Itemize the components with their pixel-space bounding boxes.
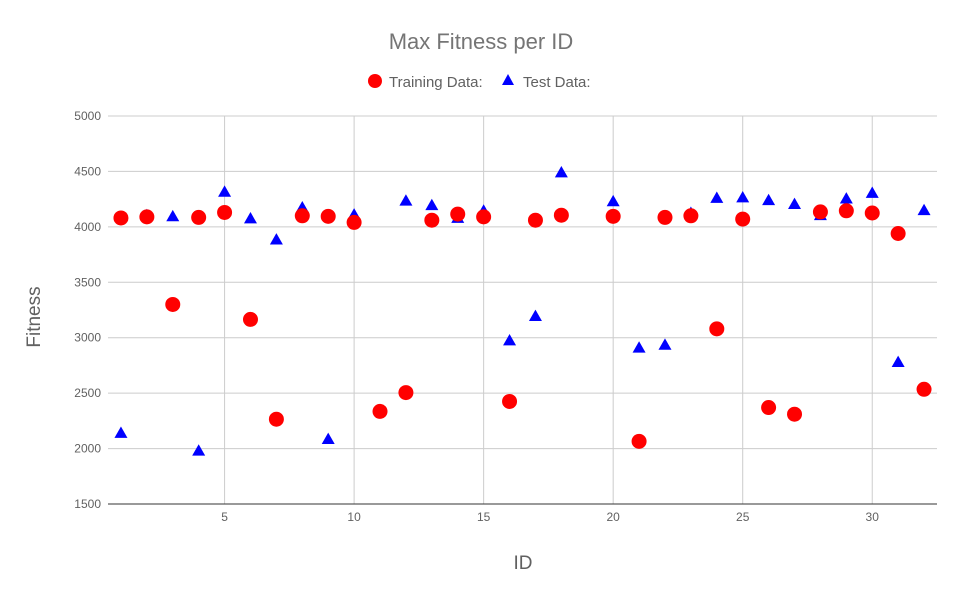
test-point (243, 212, 257, 224)
series-test (114, 166, 931, 456)
test-point (710, 191, 724, 203)
training-point (268, 411, 284, 427)
training-point (242, 311, 258, 327)
legend-label-training: Training Data: (389, 74, 483, 91)
x-axis-title: ID (514, 553, 533, 574)
test-point (425, 198, 439, 211)
test-point (166, 209, 180, 222)
training-point (217, 204, 233, 220)
training-point (605, 208, 621, 224)
x-tick-label: 15 (477, 510, 491, 524)
x-tick-label: 25 (736, 510, 750, 524)
training-point (502, 393, 518, 409)
x-tick-label: 10 (347, 510, 361, 524)
training-point (683, 208, 699, 224)
training-point (657, 209, 673, 225)
training-point (191, 209, 207, 225)
test-point (218, 185, 232, 197)
y-tick-label: 3500 (74, 275, 101, 289)
test-point (606, 194, 620, 207)
y-tick-label: 1500 (74, 497, 101, 511)
x-tick-label: 5 (221, 510, 228, 524)
x-tick-label: 20 (606, 510, 620, 524)
y-tick-label: 2000 (74, 442, 101, 456)
legend: Training Data: Test Data: (368, 74, 591, 91)
test-point (736, 190, 750, 203)
test-point (192, 444, 206, 456)
training-point (450, 206, 466, 222)
plot-area (113, 166, 932, 456)
y-tick-label: 2500 (74, 386, 101, 400)
test-point (762, 193, 776, 206)
test-point (554, 166, 568, 178)
training-point (424, 212, 440, 228)
legend-marker-test (502, 74, 514, 85)
test-point (399, 194, 413, 206)
x-axis-ticks: 5 10 15 20 25 30 (221, 510, 879, 524)
y-tick-label: 4500 (74, 164, 101, 178)
y-axis-title: Fitness (24, 286, 45, 347)
test-point (114, 426, 128, 438)
y-axis-ticks: 1500 2000 2500 3000 3500 4000 4500 5000 (74, 109, 101, 511)
training-point (139, 209, 155, 225)
y-tick-label: 4000 (74, 220, 101, 234)
test-point (503, 333, 517, 346)
y-tick-label: 5000 (74, 109, 101, 123)
test-point (891, 355, 905, 367)
training-point (346, 214, 362, 230)
training-point (761, 400, 777, 416)
test-point (839, 192, 853, 204)
training-point (709, 321, 725, 337)
training-point (476, 209, 492, 225)
test-point (917, 203, 931, 216)
x-tick-label: 30 (866, 510, 880, 524)
test-point (788, 197, 802, 210)
test-point (632, 341, 646, 353)
training-point (113, 210, 129, 226)
training-point (787, 406, 803, 422)
test-point (321, 432, 335, 445)
training-point (398, 385, 414, 401)
series-training (113, 203, 932, 449)
training-point (320, 208, 336, 224)
grid (108, 115, 937, 505)
training-point (294, 208, 310, 224)
training-point (812, 204, 828, 220)
training-point (372, 403, 388, 419)
training-point (916, 381, 932, 397)
y-tick-label: 3000 (74, 331, 101, 345)
chart-title: Max Fitness per ID (389, 29, 574, 54)
test-point (865, 186, 879, 198)
training-point (553, 207, 569, 223)
test-point (658, 338, 672, 350)
training-point (527, 212, 543, 228)
training-point (631, 433, 647, 449)
training-point (838, 203, 854, 219)
training-point (165, 296, 181, 312)
test-point (269, 233, 283, 245)
test-point (528, 309, 542, 321)
legend-label-test: Test Data: (523, 74, 591, 91)
training-point (735, 211, 751, 227)
training-point (890, 226, 906, 242)
training-point (864, 205, 880, 221)
legend-marker-training (368, 74, 382, 88)
